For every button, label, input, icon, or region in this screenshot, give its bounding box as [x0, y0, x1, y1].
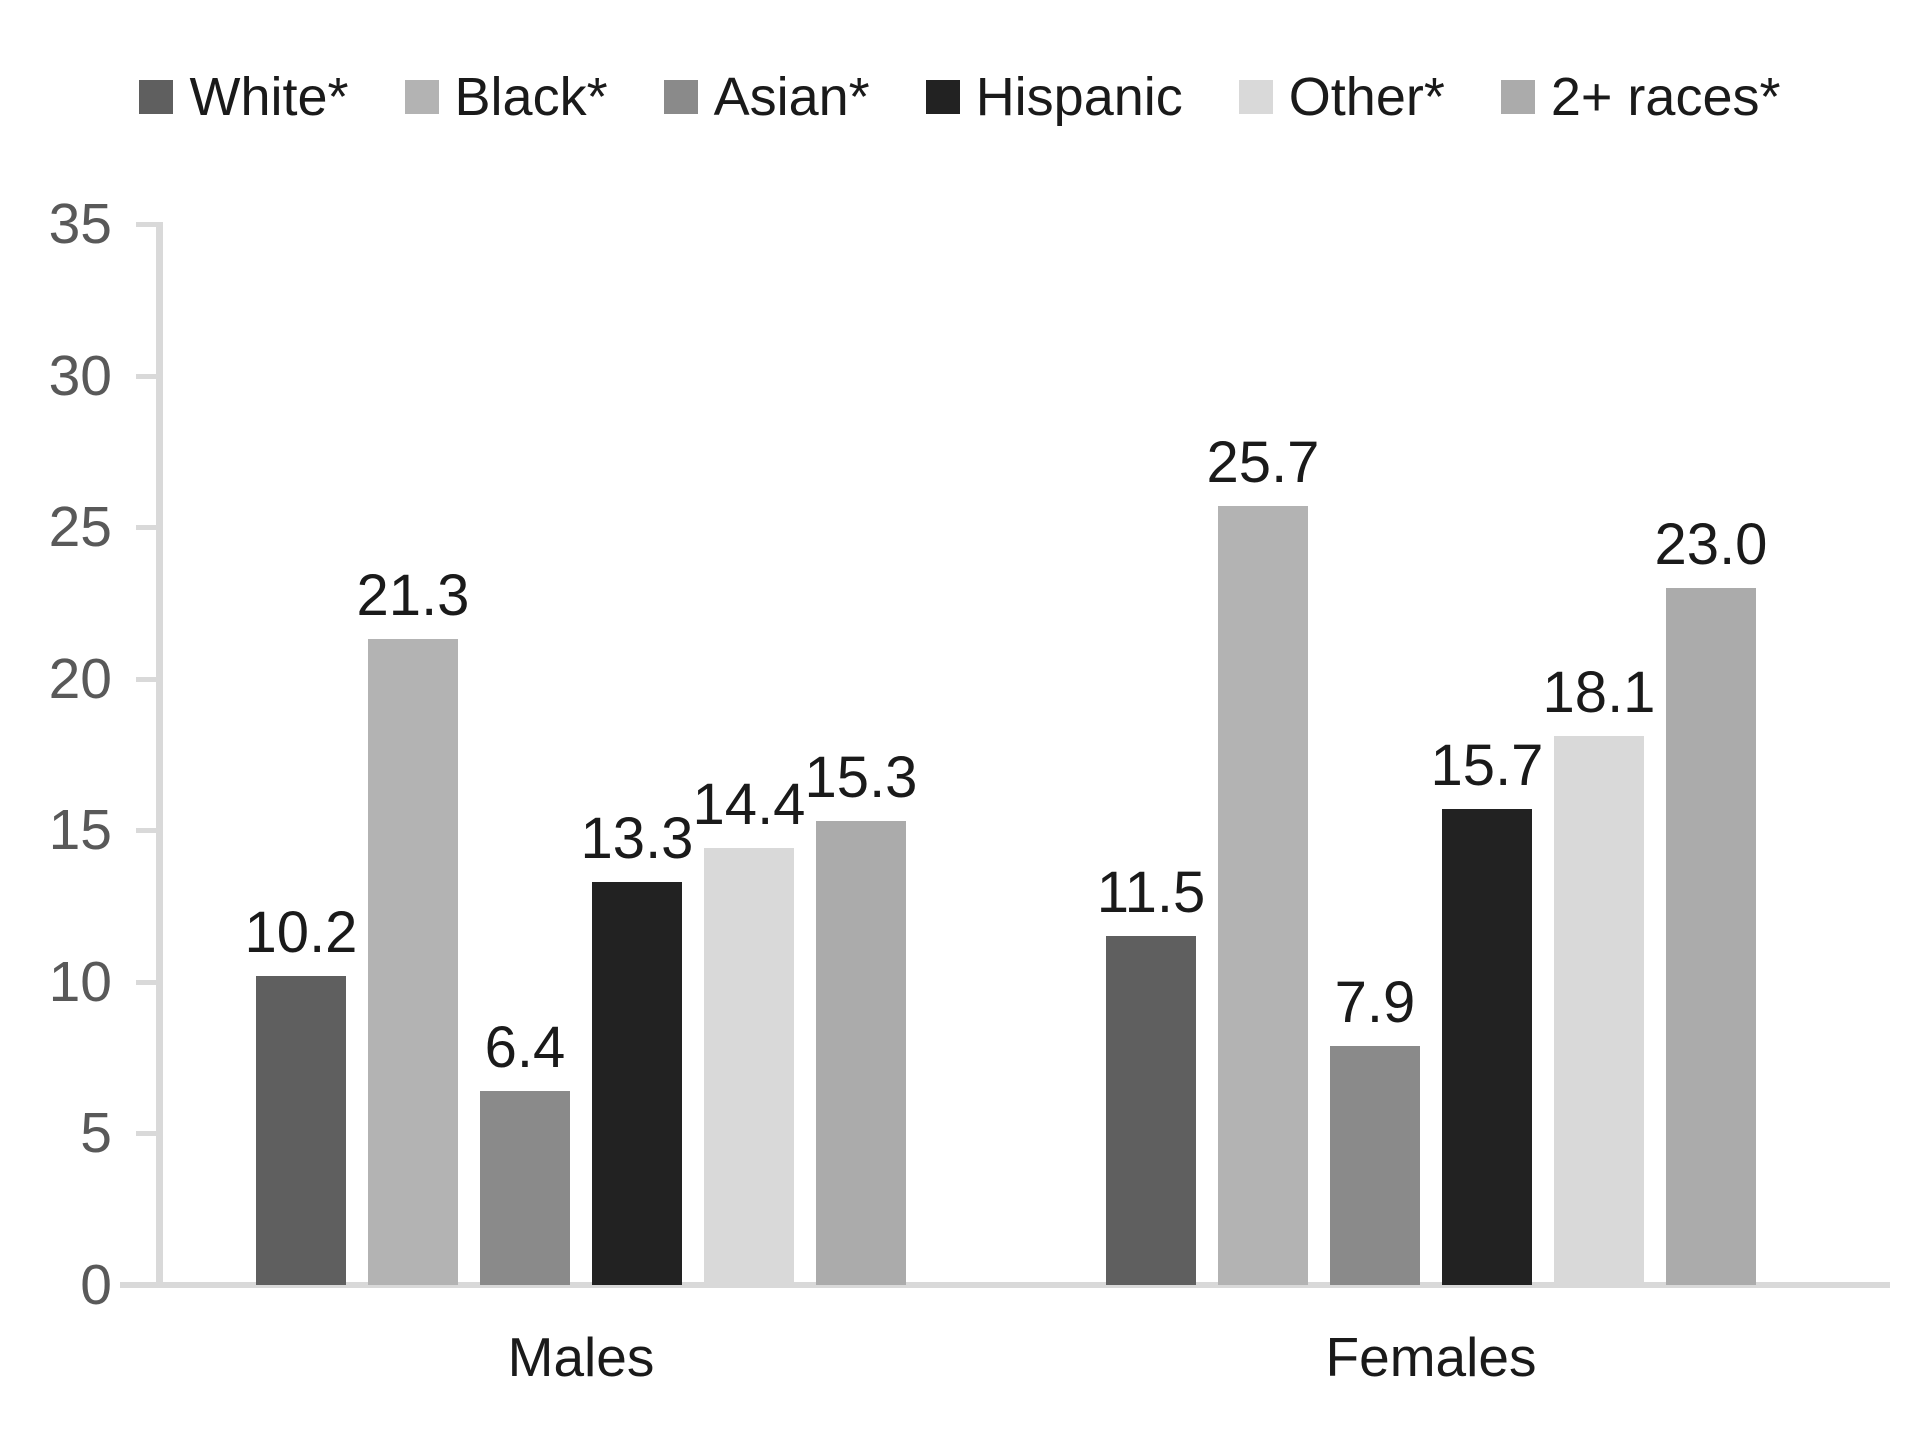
plot-area: 10.2 21.3 6.4 13.3 14.4 15.3 11.5 25.7 7.9 15.7 18…	[163, 224, 1890, 1285]
y-tick-label: 25	[48, 495, 112, 560]
bar-females-2+races: 23.0	[1655, 515, 1767, 1285]
legend-label: 2+ races*	[1550, 67, 1781, 127]
y-tick-mark	[136, 676, 162, 682]
legend-swatch-icon	[1500, 80, 1535, 114]
y-tick-mark	[136, 373, 162, 379]
bar-females-hispanic: 15.7	[1431, 737, 1543, 1285]
legend-label: Asian*	[713, 67, 870, 127]
x-axis-line	[120, 1282, 1890, 1288]
legend-item: Other*	[1238, 67, 1445, 127]
bar-value-label: 10.2	[244, 899, 358, 965]
bar-value-label: 7.9	[1334, 969, 1416, 1035]
y-tick-label: 15	[48, 798, 112, 863]
legend-item: Asian*	[663, 67, 870, 127]
legend-swatch-icon	[1238, 80, 1273, 114]
legend-swatch-icon	[663, 80, 698, 114]
y-tick-label: 30	[48, 343, 112, 408]
legend-label: Other*	[1288, 67, 1445, 127]
bar-value-label: 15.7	[1430, 733, 1544, 799]
legend-swatch-icon	[925, 80, 960, 114]
bar-males-other: 14.4	[693, 776, 805, 1285]
chart-legend: White* Black* Asian* Hispanic Other* 2+ races…	[0, 62, 1920, 132]
bar-males-hispanic: 13.3	[581, 809, 693, 1285]
legend-label: Black*	[454, 67, 608, 127]
y-tick-label: 35	[48, 192, 112, 256]
bar-males-2+races: 15.3	[805, 749, 917, 1285]
legend-item: 2+ races*	[1500, 67, 1781, 127]
bar-value-label: 21.3	[356, 563, 470, 629]
bar-group-females: 11.5 25.7 7.9 15.7 18.1 23.0	[1097, 224, 1767, 1285]
bar-males-black: 21.3	[357, 567, 469, 1285]
bar-females-asian: 7.9	[1330, 973, 1420, 1285]
legend-label: Hispanic	[975, 67, 1183, 127]
bar-value-label: 11.5	[1096, 860, 1206, 926]
y-tick-mark	[136, 1131, 162, 1137]
bar-females-white: 11.5	[1097, 864, 1205, 1285]
bar-value-label: 18.1	[1542, 660, 1656, 726]
bar-group-males: 10.2 21.3 6.4 13.3 14.4 15.3	[245, 224, 917, 1285]
y-tick-mark	[136, 222, 162, 227]
legend-swatch-icon	[139, 80, 174, 114]
y-tick-label: 5	[80, 1101, 112, 1166]
legend-swatch-icon	[404, 80, 439, 114]
bar-value-label: 25.7	[1206, 429, 1320, 495]
bar-females-black: 25.7	[1207, 433, 1319, 1285]
bar-females-other: 18.1	[1543, 664, 1655, 1285]
legend-item: White*	[139, 67, 349, 127]
bar-value-label: 14.4	[692, 772, 806, 838]
category-label-females: Females	[1325, 1326, 1537, 1388]
bar-value-label: 13.3	[580, 805, 694, 871]
y-axis-line	[156, 222, 163, 1285]
legend-label: White*	[189, 67, 349, 127]
legend-item: Black*	[404, 67, 608, 127]
y-tick-label: 10	[48, 949, 112, 1014]
legend-item: Hispanic	[925, 67, 1183, 127]
y-tick-mark	[136, 525, 162, 531]
bar-value-label: 23.0	[1654, 511, 1768, 577]
bar-value-label: 6.4	[484, 1015, 566, 1080]
y-tick-mark	[136, 979, 162, 985]
y-tick-mark	[136, 828, 162, 834]
y-tick-label: 20	[48, 646, 112, 711]
y-tick-label: 0	[80, 1253, 112, 1317]
bar-males-asian: 6.4	[480, 1019, 570, 1285]
bar-males-white: 10.2	[245, 903, 357, 1285]
bar-value-label: 15.3	[804, 745, 918, 811]
category-label-males: Males	[507, 1326, 655, 1388]
